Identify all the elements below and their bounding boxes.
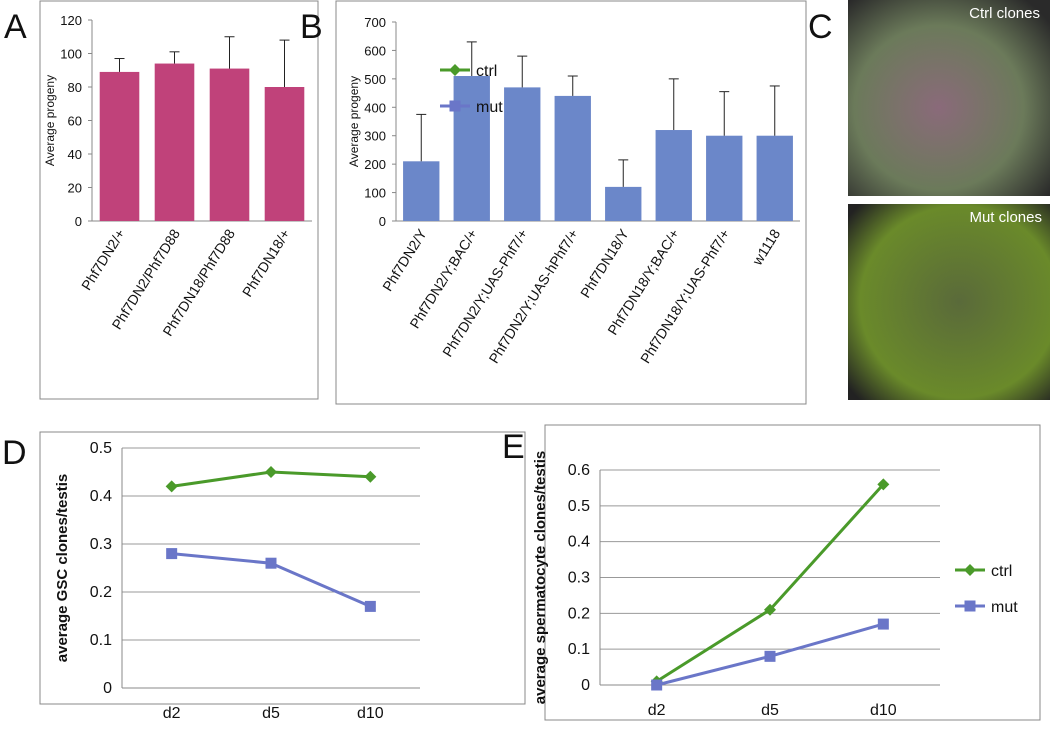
y-tick-label: 0.4 bbox=[90, 488, 112, 505]
legend-marker bbox=[964, 564, 976, 576]
image-caption: Ctrl clones bbox=[969, 5, 1040, 22]
y-tick-label: 500 bbox=[364, 72, 386, 87]
point bbox=[265, 557, 277, 569]
panel-label: A bbox=[4, 8, 27, 46]
bar bbox=[209, 68, 250, 221]
y-tick-label: 0.2 bbox=[90, 584, 112, 601]
y-tick-label: 20 bbox=[68, 181, 82, 196]
legend-marker bbox=[449, 64, 461, 76]
bar bbox=[605, 186, 642, 221]
legend-label: ctrl bbox=[991, 563, 1012, 580]
bar bbox=[554, 95, 591, 221]
point bbox=[364, 470, 377, 483]
y-tick-label: 700 bbox=[364, 15, 386, 30]
bar bbox=[154, 63, 195, 221]
y-tick-label: 0.3 bbox=[90, 536, 112, 553]
legend-label: mut bbox=[991, 599, 1018, 616]
y-tick-label: 400 bbox=[364, 100, 386, 115]
y-tick-label: 100 bbox=[60, 47, 82, 62]
y-axis-label: Average progeny bbox=[347, 76, 361, 167]
panel-e-frame bbox=[544, 424, 1041, 721]
y-tick-label: 0 bbox=[379, 214, 386, 229]
y-tick-label: 200 bbox=[364, 157, 386, 172]
y-axis-label: average spermatocyte clones/testis bbox=[532, 451, 549, 704]
y-tick-label: 0.3 bbox=[568, 570, 590, 587]
point bbox=[877, 618, 889, 630]
bar bbox=[706, 135, 743, 221]
bar bbox=[756, 135, 793, 221]
point bbox=[651, 679, 663, 691]
point bbox=[165, 480, 178, 493]
y-tick-label: 0.1 bbox=[568, 641, 590, 658]
point bbox=[764, 603, 776, 616]
bar bbox=[655, 130, 692, 221]
y-tick-label: 40 bbox=[68, 147, 82, 162]
y-tick-label: 0.6 bbox=[568, 462, 590, 479]
bar bbox=[403, 161, 440, 221]
y-tick-label: 0.2 bbox=[568, 605, 590, 622]
panel-label: B bbox=[300, 8, 323, 46]
mut-image bbox=[848, 204, 1050, 400]
image-caption: Mut clones bbox=[969, 209, 1042, 226]
bar bbox=[504, 87, 541, 221]
x-tick-label: d2 bbox=[648, 702, 666, 719]
point bbox=[364, 600, 376, 612]
legend-label: mut bbox=[476, 99, 503, 116]
point bbox=[764, 650, 776, 662]
legend-marker bbox=[449, 100, 461, 112]
y-tick-label: 60 bbox=[68, 114, 82, 129]
ctrl-image bbox=[848, 0, 1050, 196]
y-tick-label: 0.4 bbox=[568, 534, 590, 551]
point bbox=[166, 548, 178, 560]
bar bbox=[99, 71, 140, 221]
y-tick-label: 0.1 bbox=[90, 632, 112, 649]
x-tick-label: d10 bbox=[357, 705, 384, 722]
y-tick-label: 80 bbox=[68, 80, 82, 95]
panel-label: C bbox=[808, 8, 833, 46]
y-tick-label: 0.5 bbox=[568, 498, 590, 515]
y-tick-label: 0 bbox=[75, 214, 82, 229]
y-tick-label: 600 bbox=[364, 43, 386, 58]
y-tick-label: 120 bbox=[60, 13, 82, 28]
x-tick-label: d5 bbox=[262, 705, 280, 722]
bar bbox=[453, 76, 490, 221]
y-tick-label: 100 bbox=[364, 186, 386, 201]
y-tick-label: 0.5 bbox=[90, 440, 112, 457]
bar bbox=[264, 87, 305, 221]
panel-label: D bbox=[2, 434, 27, 472]
legend-label: ctrl bbox=[476, 63, 497, 80]
x-tick-label: d10 bbox=[870, 702, 897, 719]
x-tick-label: d5 bbox=[761, 702, 779, 719]
legend-marker bbox=[964, 600, 976, 612]
point bbox=[877, 478, 890, 491]
y-axis-label: average GSC clones/testis bbox=[54, 474, 71, 662]
x-tick-label: d2 bbox=[163, 705, 181, 722]
y-tick-label: 0 bbox=[103, 680, 112, 697]
point bbox=[265, 466, 277, 478]
y-tick-label: 0 bbox=[581, 677, 590, 694]
y-axis-label: Average progeny bbox=[43, 75, 57, 166]
panel-label: E bbox=[502, 428, 525, 466]
y-tick-label: 300 bbox=[364, 129, 386, 144]
